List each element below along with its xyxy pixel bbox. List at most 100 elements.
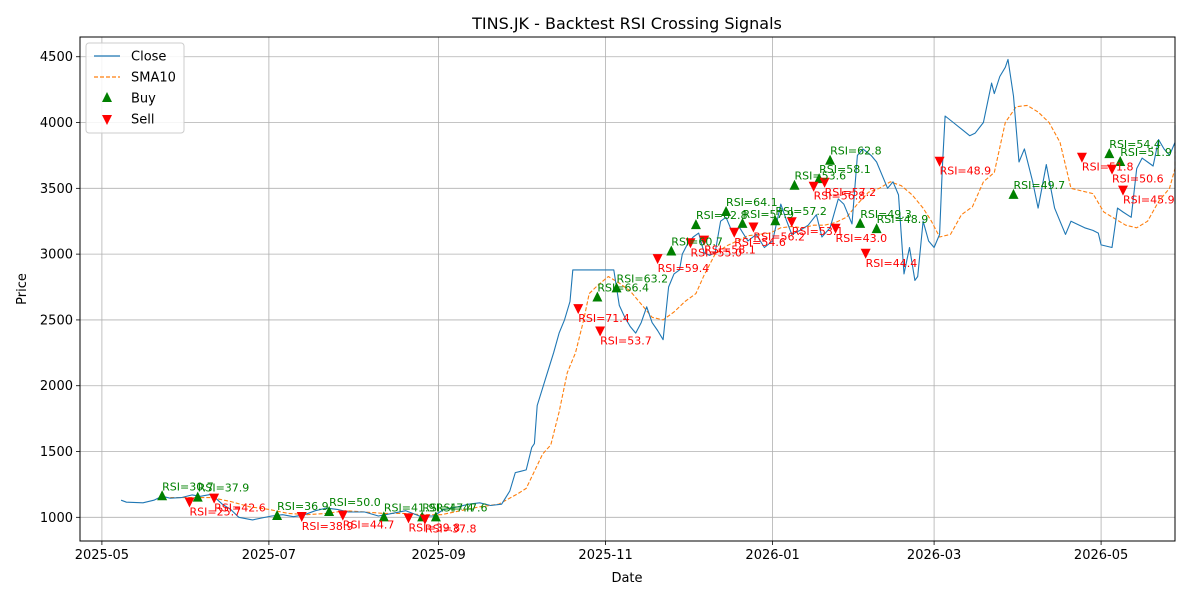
sell-annotation: RSI=42.6: [214, 502, 266, 515]
buy-annotation: RSI=49.3: [860, 208, 912, 221]
buy-marker: [855, 217, 866, 228]
buy-annotation: RSI=57.9: [742, 208, 794, 221]
buy-annotation: RSI=48.9: [877, 213, 929, 226]
x-tick-label: 2025-11: [578, 548, 632, 563]
legend-item: Buy: [102, 92, 156, 107]
sell-annotation: RSI=55.0: [690, 246, 742, 259]
buy-marker: [192, 491, 203, 502]
buy-marker: [378, 511, 389, 522]
sell-marker: [595, 326, 606, 337]
buy-marker: [611, 282, 622, 293]
buy-annotation: RSI=54.4: [1109, 138, 1161, 151]
buy-annotation: RSI=30.7: [162, 480, 214, 493]
y-tick-label: 1500: [40, 445, 73, 460]
buy-annotation: RSI=51.9: [1120, 146, 1172, 159]
sell-annotation: RSI=53.1: [792, 225, 844, 238]
y-tick-label: 4000: [40, 116, 73, 131]
sell-marker: [419, 514, 430, 525]
sma10-line: [170, 104, 1176, 516]
buy-annotation: RSI=63.2: [617, 272, 669, 285]
buy-annotation: RSI=62.8: [830, 145, 882, 158]
sell-annotation: RSI=56.8: [814, 190, 866, 203]
signal-markers: [157, 148, 1128, 525]
legend-label: SMA10: [131, 71, 176, 86]
sell-marker: [209, 493, 220, 504]
buy-marker: [1008, 188, 1019, 199]
sell-marker: [860, 248, 871, 259]
buy-marker: [770, 215, 781, 226]
buy-marker: [871, 223, 882, 234]
buy-marker: [272, 509, 283, 520]
sell-annotation: RSI=59.4: [658, 262, 710, 275]
sell-marker: [819, 177, 830, 188]
close-line: [120, 58, 1176, 521]
sell-annotation: RSI=37.8: [425, 523, 477, 536]
x-axis-ticks: 2025-05 2025-07 2025-09 2025-11 2026-01 2026-…: [75, 541, 1128, 563]
sell-marker: [337, 510, 348, 521]
sell-marker: [786, 217, 797, 228]
buy-annotation: RSI=64.1: [726, 196, 778, 209]
chart-title: TINS.JK - Backtest RSI Crossing Signals: [471, 14, 782, 33]
buy-marker: [592, 291, 603, 302]
buy-annotation: RSI=36.9: [277, 500, 329, 513]
legend-item: Close: [94, 50, 166, 65]
axes-frame: [79, 36, 1176, 542]
legend-label: Sell: [131, 113, 154, 128]
sell-annotation: RSI=44.4: [866, 257, 918, 270]
buy-marker: [1104, 148, 1115, 159]
x-axis-label: Date: [611, 571, 642, 586]
legend-item: Sell: [102, 113, 154, 128]
buy-marker: [825, 154, 836, 165]
y-tick-label: 3000: [40, 248, 73, 263]
sell-annotation: RSI=71.4: [578, 312, 630, 325]
sell-marker: [184, 497, 195, 508]
sell-annotation: RSI=58.1: [704, 244, 756, 257]
legend-label: Buy: [131, 92, 156, 107]
x-tick-label: 2026-01: [745, 548, 799, 563]
legend-label: Close: [131, 50, 166, 65]
sell-marker: [808, 181, 819, 192]
legend: Close SMA10 Buy Sell: [85, 42, 185, 134]
buy-annotation: RSI=57.2: [775, 205, 827, 218]
sell-annotation: RSI=50.6: [1112, 173, 1164, 186]
legend-buy-swatch: [102, 92, 112, 102]
buy-annotation: RSI=37.9: [198, 482, 250, 495]
y-axis-label: Price: [15, 273, 30, 305]
buy-annotation: RSI=60.7: [671, 235, 723, 248]
buy-marker: [737, 217, 748, 228]
buy-marker: [666, 245, 677, 256]
buy-annotation: RSI=49.7: [1013, 179, 1065, 192]
sell-marker: [748, 222, 759, 233]
sell-annotation: RSI=57.2: [825, 186, 877, 199]
sell-annotation: RSI=48.9: [940, 165, 992, 178]
buy-annotation: RSI=47.6: [436, 501, 488, 514]
sma10-series: [170, 104, 1176, 516]
y-axis-ticks: 1000 1500 2000 2500 3000 3500 4000 4500: [40, 50, 80, 526]
sell-marker: [573, 304, 584, 315]
y-tick-label: 2000: [40, 379, 73, 394]
sell-marker: [1117, 185, 1128, 196]
x-tick-label: 2026-05: [1074, 548, 1128, 563]
sell-annotation: RSI=39.8: [409, 521, 461, 534]
buy-annotation: RSI=58.1: [819, 163, 871, 176]
buy-marker: [721, 206, 732, 217]
sell-marker: [1107, 164, 1118, 175]
legend-sell-swatch: [102, 115, 112, 125]
x-tick-label: 2025-09: [411, 548, 465, 563]
buy-annotation: RSI=62.8: [696, 209, 748, 222]
sell-annotation: RSI=25.7: [190, 506, 242, 519]
y-tick-label: 4500: [40, 50, 73, 65]
sell-marker: [830, 223, 841, 234]
sell-annotation: RSI=44.7: [343, 519, 395, 532]
sell-marker: [296, 511, 307, 522]
buy-annotation: RSI=50.0: [329, 496, 381, 509]
buy-annotation: RSI=53.6: [794, 170, 846, 183]
sell-marker: [729, 227, 740, 238]
sell-marker: [934, 156, 945, 167]
sell-annotation: RSI=53.7: [600, 334, 652, 347]
y-tick-label: 1000: [40, 511, 73, 526]
sell-annotation: RSI=38.9: [302, 520, 354, 533]
